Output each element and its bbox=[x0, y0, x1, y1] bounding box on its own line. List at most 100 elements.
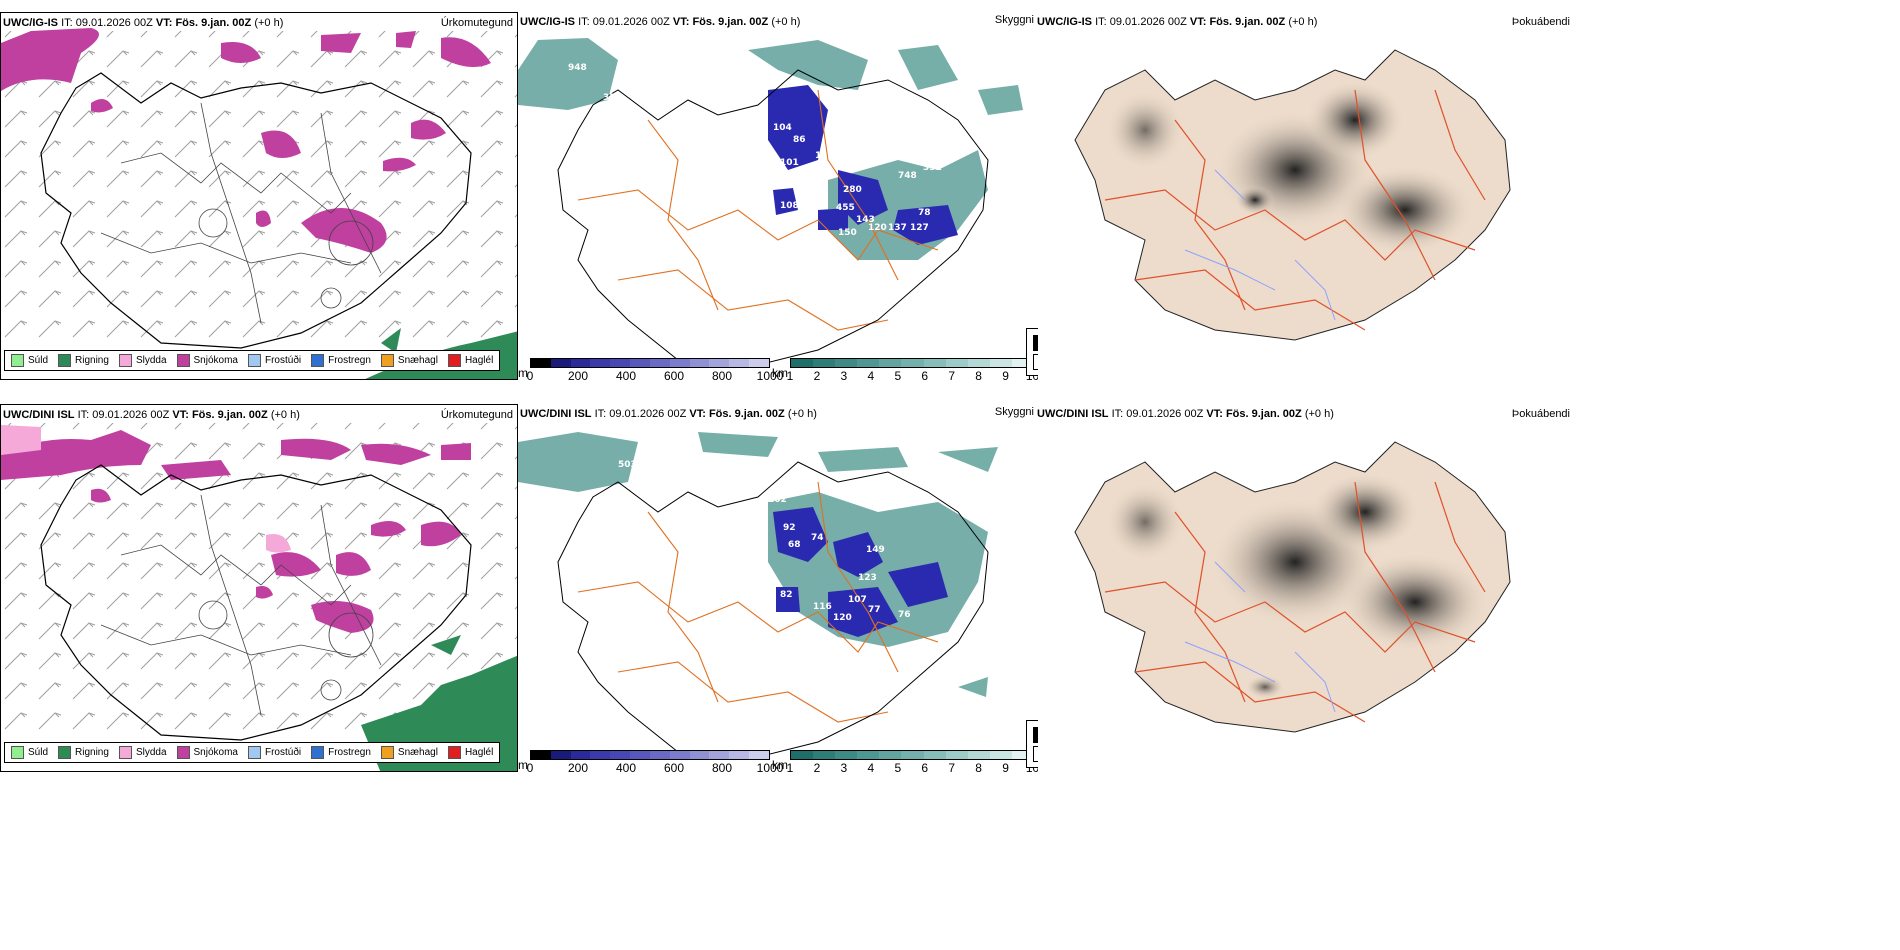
legend-item: Slydda bbox=[118, 746, 167, 759]
legend-item: Haglél bbox=[447, 354, 493, 367]
cloud-label: 198 bbox=[610, 495, 629, 505]
cloud-label: 143 bbox=[856, 215, 875, 225]
cloud-label: 74 bbox=[811, 533, 824, 543]
panel-title: Úrkomutegund bbox=[440, 409, 513, 421]
legend-item: Slydda bbox=[118, 354, 167, 367]
legend-item: Snæhagl bbox=[380, 354, 438, 367]
model-name: UWC/IG-IS bbox=[3, 17, 58, 29]
cloud-cover-map bbox=[1074, 49, 1511, 341]
init-time: 09.01.2026 00Z bbox=[1109, 16, 1187, 28]
cloud-cover-panel-1: UWC/IG-IS IT: 09.01.2026 00Z VT: Fös. 9.… bbox=[1035, 12, 1900, 380]
init-time: 09.01.2026 00Z bbox=[92, 409, 170, 421]
cloud-label: 77 bbox=[868, 605, 881, 615]
panel-header: UWC/IG-IS IT: 09.01.2026 00Z VT: Fös. 9.… bbox=[1037, 16, 1318, 28]
colorbar-strip bbox=[530, 750, 770, 760]
cloud-cover-panel-2: UWC/DINI ISL IT: 09.01.2026 00Z VT: Fös.… bbox=[1035, 404, 1900, 772]
init-time: 09.01.2026 00Z bbox=[592, 16, 670, 28]
panel-title: Úrkomutegund bbox=[440, 17, 513, 29]
cloud-label: 76 bbox=[898, 610, 911, 620]
cloud-label: 455 bbox=[836, 203, 855, 213]
panel-header: UWC/DINI ISL IT: 09.01.2026 00Z VT: Fös.… bbox=[520, 408, 817, 420]
colorbar-m: m 0 200 400 600 800 1000 bbox=[518, 750, 783, 772]
precip-map bbox=[1, 423, 517, 771]
cloud-base-panel-1: UWC/IG-IS IT: 09.01.2026 00Z VT: Fös. 9.… bbox=[518, 12, 1038, 380]
legend-item: Súld bbox=[11, 746, 48, 759]
legend-item: Frostúði bbox=[247, 746, 301, 759]
legend-item: Rigning bbox=[58, 354, 109, 367]
cloud-cover-legend: 0 60 bbox=[1026, 328, 1038, 376]
colorbar-strip bbox=[790, 750, 1035, 760]
cloud-label: 111 bbox=[815, 151, 834, 161]
legend-item: Frostregn bbox=[311, 354, 371, 367]
model-name: UWC/DINI ISL bbox=[3, 409, 75, 421]
tick-label: 400 bbox=[615, 369, 637, 380]
cloud-cover-map bbox=[1074, 441, 1511, 733]
precip-map bbox=[1, 28, 517, 379]
tick-label: 600 bbox=[663, 369, 685, 380]
cloud-label: 78 bbox=[918, 208, 931, 218]
lead-time: (+0 h) bbox=[787, 408, 817, 420]
panel-header: UWC/DINI ISL IT: 09.01.2026 00Z VT: Fös.… bbox=[1037, 408, 1334, 420]
model-name: UWC/IG-IS bbox=[520, 16, 575, 28]
cloud-label: 104 bbox=[773, 123, 792, 133]
cloud-label: 120 bbox=[833, 613, 852, 623]
panel-header: UWC/IG-IS IT: 09.01.2026 00Z VT: Fös. 9.… bbox=[520, 16, 801, 28]
valid-time: Fös. 9.jan. 00Z bbox=[1209, 16, 1286, 28]
cloud-label: 86 bbox=[793, 135, 806, 145]
precip-legend: Súld Rigning Slydda Snjókoma Frostúði Fr… bbox=[4, 742, 501, 763]
cloud-label: 123 bbox=[858, 573, 877, 583]
tick-label: 1000 bbox=[756, 369, 784, 380]
cloud-label: 116 bbox=[813, 602, 832, 612]
legend-item: Snjókoma bbox=[176, 354, 238, 367]
cloud-label: 280 bbox=[843, 185, 862, 195]
legend-item: Súld bbox=[11, 354, 48, 367]
valid-time: Fös. 9.jan. 00Z bbox=[708, 408, 785, 420]
panel-title: Þokuábendi bbox=[1511, 16, 1570, 28]
cloud-base-map: 503 198 92 68 74 102 149 123 107 77 76 1… bbox=[518, 432, 998, 758]
lead-time: (+0 h) bbox=[270, 409, 300, 421]
valid-time: Fös. 9.jan. 00Z bbox=[175, 17, 252, 29]
colorbar-strip bbox=[530, 358, 770, 368]
panel-title: Skyggni bbox=[994, 14, 1034, 26]
lead-time: (+0 h) bbox=[254, 17, 284, 29]
colorbar-strip bbox=[790, 358, 1035, 368]
cloud-cover-legend: 0 60 bbox=[1026, 720, 1038, 768]
colorbar-km: km 1 2 3 4 5 6 7 8 9 10 bbox=[772, 750, 1038, 772]
model-name: UWC/DINI ISL bbox=[1037, 408, 1109, 420]
precip-type-panel-1: UWC/IG-IS IT: 09.01.2026 00Z VT: Fös. 9.… bbox=[0, 12, 518, 380]
cloud-label: 398 bbox=[948, 138, 967, 148]
legend-item: Rigning bbox=[58, 746, 109, 759]
legend-item: Snæhagl bbox=[380, 746, 438, 759]
cloud-base-map: 948 377 104 86 101 80 111 280 108 455 14… bbox=[518, 38, 1023, 366]
cloud-label: 150 bbox=[838, 228, 857, 238]
tick-label: 0 bbox=[526, 369, 534, 380]
init-time: 09.01.2026 00Z bbox=[1126, 408, 1204, 420]
cloud-label: 68 bbox=[788, 540, 801, 550]
model-name: UWC/IG-IS bbox=[1037, 16, 1092, 28]
cloud-label: 748 bbox=[898, 171, 917, 181]
cloud-base-panel-2: UWC/DINI ISL IT: 09.01.2026 00Z VT: Fös.… bbox=[518, 404, 1038, 772]
legend-item: Snjókoma bbox=[176, 746, 238, 759]
legend-item: Frostúði bbox=[247, 354, 301, 367]
panel-title: Skyggni bbox=[994, 406, 1034, 418]
colorbar-km: km 1 2 3 4 5 6 7 8 9 10 bbox=[772, 358, 1038, 380]
cloud-label: 108 bbox=[780, 201, 799, 211]
tick-label: 800 bbox=[711, 369, 733, 380]
init-time: 09.01.2026 00Z bbox=[75, 17, 153, 29]
legend-item: Haglél bbox=[447, 746, 493, 759]
legend-item: Frostregn bbox=[311, 746, 371, 759]
panel-title: Þokuábendi bbox=[1511, 408, 1570, 420]
cloud-label: 137 bbox=[888, 223, 907, 233]
tick-label: 200 bbox=[567, 369, 589, 380]
cloud-label: 107 bbox=[848, 595, 867, 605]
precip-legend: Súld Rigning Slydda Snjókoma Frostúði Fr… bbox=[4, 350, 501, 371]
lead-time: (+0 h) bbox=[1288, 16, 1318, 28]
cloud-label: 377 bbox=[603, 93, 622, 103]
cloud-label: 80 bbox=[793, 168, 806, 178]
panel-header: UWC/DINI ISL IT: 09.01.2026 00Z VT: Fös.… bbox=[3, 409, 300, 421]
init-time: 09.01.2026 00Z bbox=[609, 408, 687, 420]
valid-time: Fös. 9.jan. 00Z bbox=[692, 16, 769, 28]
panel-header: UWC/IG-IS IT: 09.01.2026 00Z VT: Fös. 9.… bbox=[3, 17, 284, 29]
cloud-label: 92 bbox=[783, 523, 796, 533]
cloud-label: 82 bbox=[780, 590, 793, 600]
